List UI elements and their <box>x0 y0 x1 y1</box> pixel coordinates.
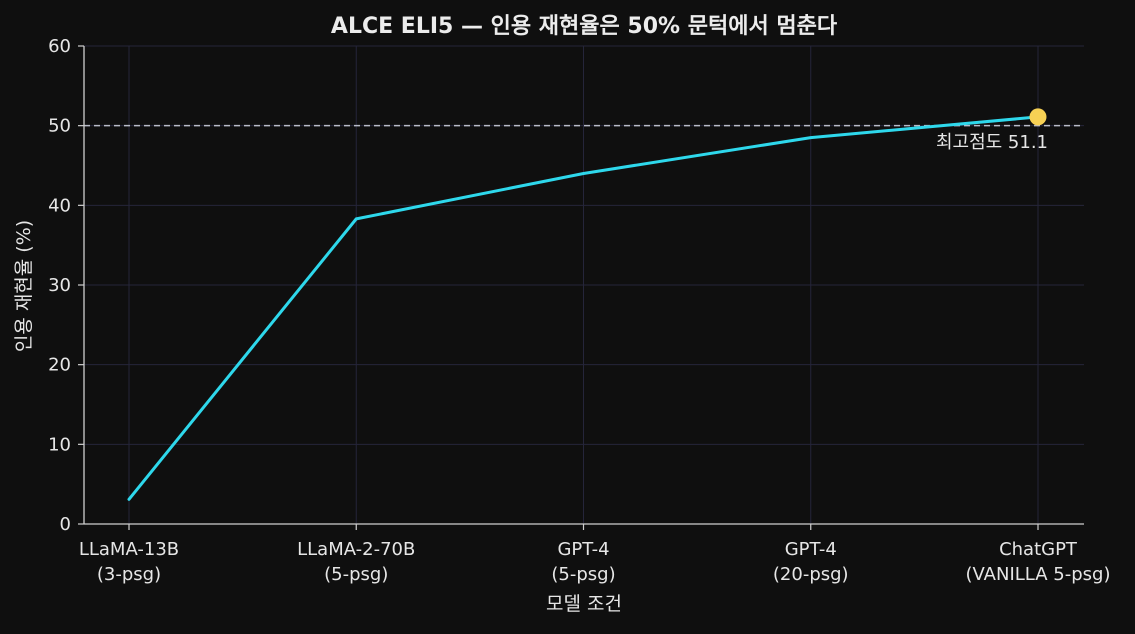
x-tick-label: (5-psg) <box>324 564 388 585</box>
y-tick-label: 50 <box>48 116 71 137</box>
labels-layer: 0 10 20 30 40 50 60 LLaMA-13B (3-psg) LLaMA-2-70B… <box>48 36 1110 585</box>
x-tick-label: (3-psg) <box>97 564 161 585</box>
series-layer <box>127 108 1047 501</box>
series-line <box>127 115 1040 501</box>
x-axis-label: 모델 조건 <box>546 593 622 615</box>
x-tick-label: GPT-4 <box>557 539 609 560</box>
y-tick-label: 60 <box>48 36 71 57</box>
axes <box>78 45 1084 530</box>
y-axis-label: 인용 재현율 (%) <box>13 220 35 352</box>
x-tick-label: (20-psg) <box>773 564 849 585</box>
y-tick-label: 0 <box>60 514 71 535</box>
x-tick-label: LLaMA-2-70B <box>297 539 415 560</box>
y-tick-label: 20 <box>48 355 71 376</box>
y-tick-label: 40 <box>48 195 71 216</box>
x-tick-label: GPT-4 <box>785 539 837 560</box>
x-tick-label: ChatGPT <box>999 539 1078 560</box>
x-tick-label: (5-psg) <box>551 564 615 585</box>
peak-point <box>1029 108 1047 126</box>
x-tick-label: LLaMA-13B <box>79 539 179 560</box>
y-tick-label: 30 <box>48 275 71 296</box>
y-tick-label: 10 <box>48 434 71 455</box>
peak-annotation: 최고점도 51.1 <box>936 132 1048 153</box>
x-tick-label: (VANILLA 5-psg) <box>966 564 1111 585</box>
chart-title: ALCE ELI5 — 인용 재현율은 50% 문턱에서 멈춘다 <box>331 14 838 39</box>
